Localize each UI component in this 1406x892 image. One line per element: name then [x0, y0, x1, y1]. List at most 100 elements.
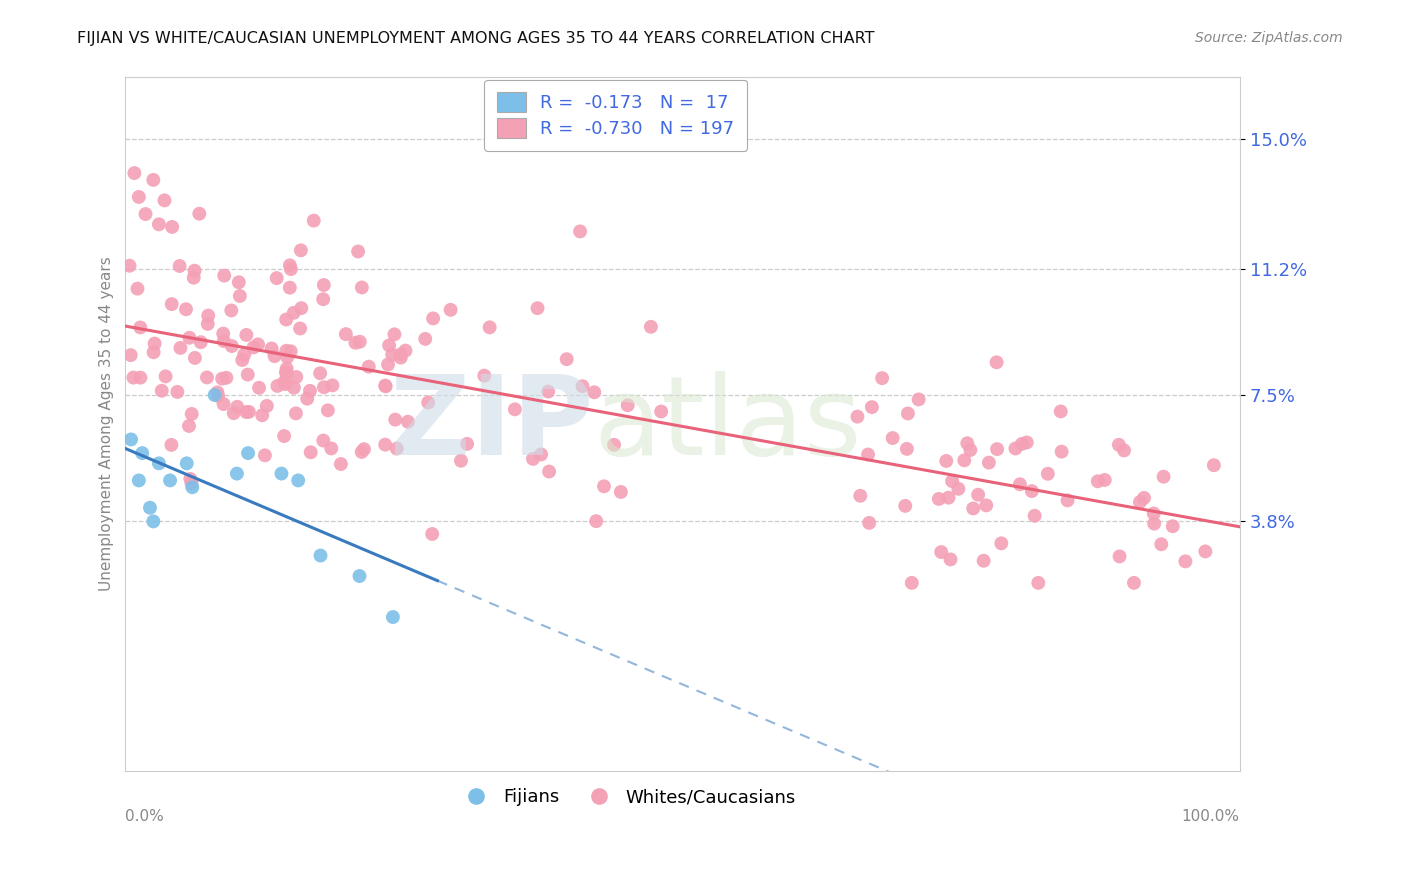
Point: [221, 303, 243, 318]
Point: [1202, 458, 1225, 473]
Point: [1036, 467, 1059, 481]
Point: [394, 343, 416, 358]
Point: [329, 457, 352, 471]
Point: [569, 224, 592, 238]
Point: [1143, 507, 1166, 521]
Point: [160, 438, 183, 452]
Point: [222, 406, 245, 420]
Point: [1194, 544, 1216, 558]
Point: [266, 379, 288, 393]
Point: [860, 400, 883, 414]
Point: [1056, 493, 1078, 508]
Point: [238, 405, 260, 419]
Point: [231, 353, 253, 368]
Point: [236, 368, 259, 382]
Point: [299, 445, 322, 459]
Point: [986, 355, 1008, 369]
Text: ZIP: ZIP: [389, 370, 593, 477]
Point: [526, 301, 548, 315]
Point: [948, 482, 970, 496]
Point: [153, 194, 176, 208]
Point: [287, 474, 309, 488]
Point: [247, 381, 270, 395]
Text: Source: ZipAtlas.com: Source: ZipAtlas.com: [1195, 31, 1343, 45]
Point: [283, 306, 305, 320]
Point: [1011, 437, 1033, 451]
Point: [986, 442, 1008, 456]
Point: [900, 575, 922, 590]
Point: [181, 480, 204, 494]
Point: [288, 321, 311, 335]
Point: [1161, 519, 1184, 533]
Point: [858, 516, 880, 530]
Point: [374, 437, 396, 451]
Point: [263, 349, 285, 363]
Point: [148, 217, 170, 231]
Point: [316, 403, 339, 417]
Point: [142, 345, 165, 359]
Point: [225, 467, 247, 481]
Point: [349, 334, 371, 349]
Point: [374, 378, 396, 392]
Point: [174, 302, 197, 317]
Point: [142, 173, 165, 187]
Point: [184, 351, 207, 365]
Point: [882, 431, 904, 445]
Point: [530, 447, 553, 461]
Point: [389, 347, 412, 361]
Point: [1108, 549, 1130, 564]
Point: [973, 554, 995, 568]
Point: [226, 400, 249, 414]
Point: [472, 368, 495, 383]
Point: [276, 361, 298, 376]
Point: [616, 398, 638, 412]
Point: [1004, 442, 1026, 456]
Point: [124, 166, 146, 180]
Point: [640, 319, 662, 334]
Point: [1024, 508, 1046, 523]
Point: [962, 501, 984, 516]
Point: [228, 275, 250, 289]
Point: [280, 262, 302, 277]
Point: [418, 395, 440, 409]
Point: [120, 348, 142, 362]
Point: [179, 472, 201, 486]
Point: [929, 545, 952, 559]
Point: [896, 442, 918, 456]
Point: [374, 379, 396, 393]
Point: [266, 271, 288, 285]
Point: [1021, 484, 1043, 499]
Point: [1129, 495, 1152, 509]
Point: [321, 442, 343, 456]
Point: [276, 343, 298, 358]
Point: [207, 385, 229, 400]
Point: [846, 409, 869, 424]
Point: [990, 536, 1012, 550]
Point: [195, 370, 218, 384]
Point: [381, 348, 404, 362]
Point: [127, 282, 149, 296]
Point: [503, 402, 526, 417]
Point: [221, 339, 243, 353]
Point: [139, 500, 162, 515]
Point: [349, 569, 371, 583]
Point: [347, 244, 370, 259]
Text: 100.0%: 100.0%: [1182, 809, 1240, 824]
Point: [350, 445, 373, 459]
Point: [1112, 443, 1135, 458]
Point: [1049, 404, 1071, 418]
Point: [214, 268, 236, 283]
Point: [142, 515, 165, 529]
Point: [583, 385, 606, 400]
Point: [321, 378, 343, 392]
Point: [309, 366, 332, 380]
Point: [131, 446, 153, 460]
Point: [650, 404, 672, 418]
Point: [856, 448, 879, 462]
Point: [353, 442, 375, 457]
Point: [276, 312, 298, 326]
Point: [593, 479, 616, 493]
Point: [129, 370, 152, 384]
Point: [603, 438, 626, 452]
Point: [350, 280, 373, 294]
